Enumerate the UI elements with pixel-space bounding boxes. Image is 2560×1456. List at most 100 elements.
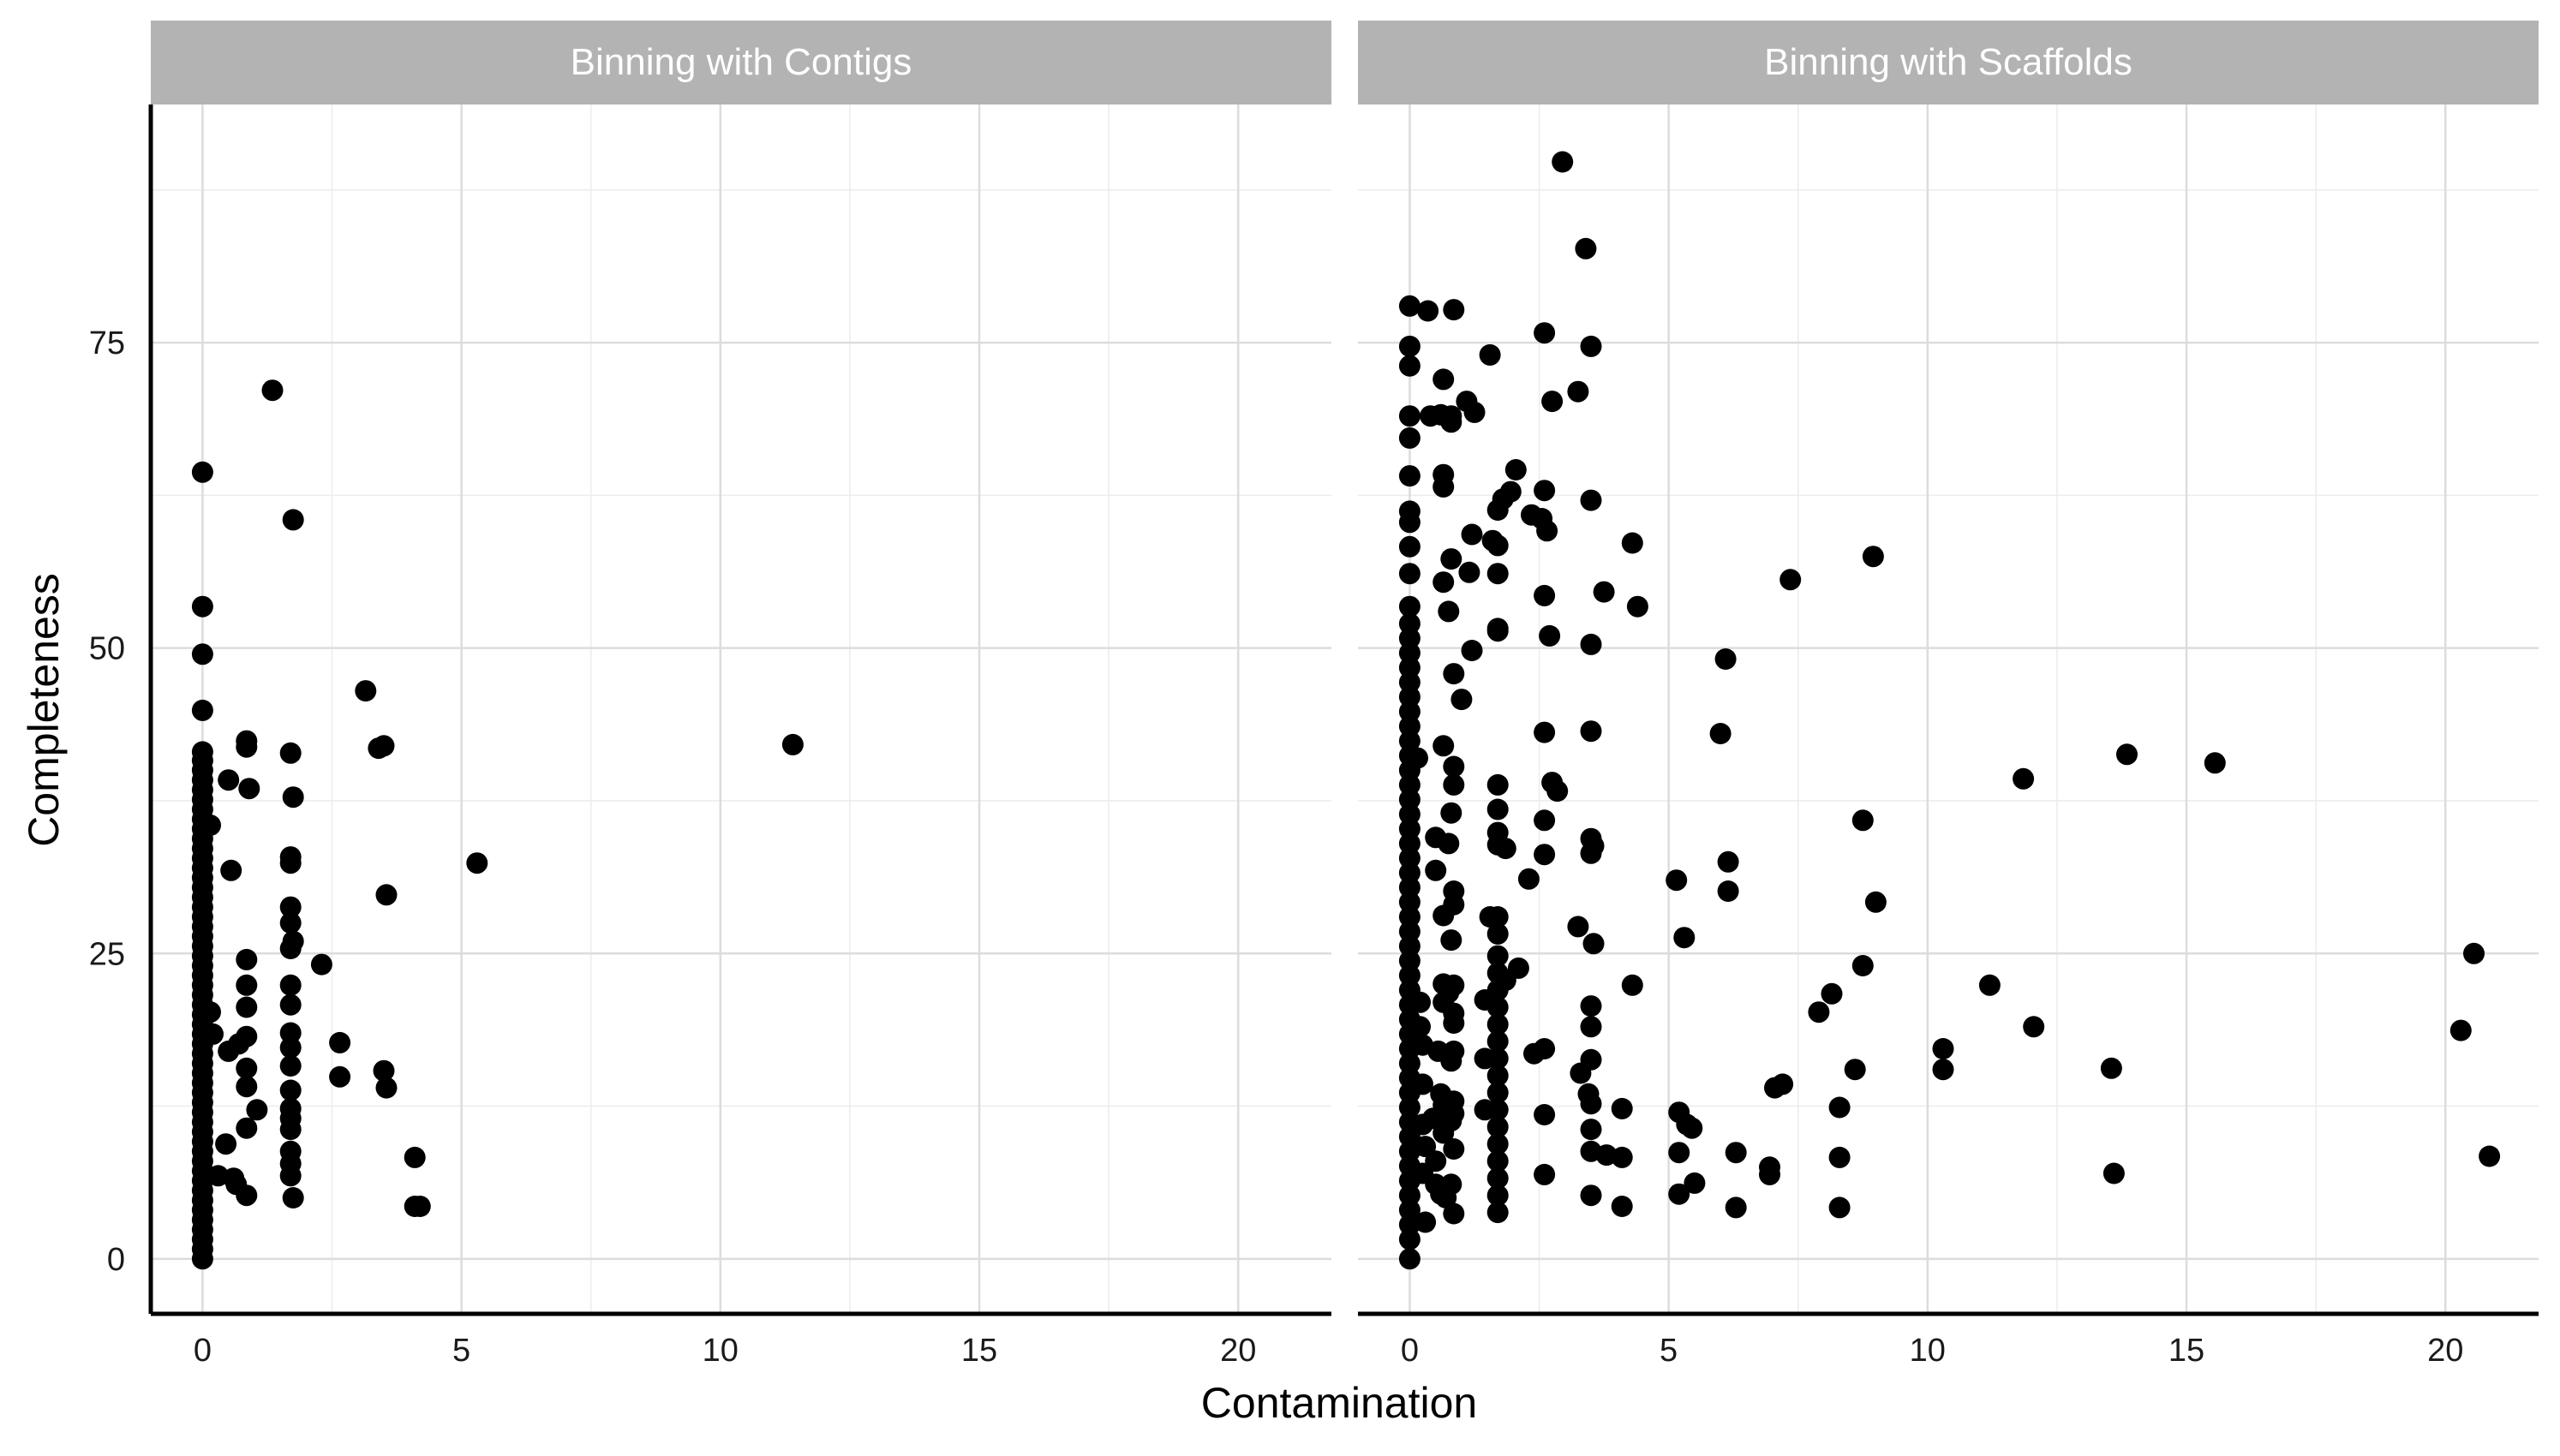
data-point xyxy=(1398,789,1421,810)
data-point xyxy=(1440,548,1462,570)
data-point xyxy=(1534,1038,1556,1059)
data-point xyxy=(2116,743,2138,766)
data-point xyxy=(310,953,332,976)
data-point xyxy=(1580,1093,1602,1115)
data-point xyxy=(191,1248,213,1270)
data-point xyxy=(236,1025,258,1047)
data-point xyxy=(1398,641,1421,664)
data-point xyxy=(1486,798,1509,820)
data-point xyxy=(282,786,304,809)
x-tick-label: 20 xyxy=(2427,1333,2463,1369)
data-point xyxy=(279,1036,302,1059)
data-point xyxy=(1486,922,1509,945)
data-point xyxy=(1433,368,1455,391)
data-point xyxy=(1828,1196,1851,1219)
data-point xyxy=(1398,511,1421,534)
data-point xyxy=(1486,563,1509,585)
data-point xyxy=(375,884,398,906)
x-axis-title: Contamination xyxy=(1201,1379,1477,1427)
data-point xyxy=(191,595,213,618)
data-point xyxy=(1534,1163,1556,1185)
data-point xyxy=(2100,1057,2122,1079)
data-point xyxy=(1443,1012,1465,1034)
x-tick-label: 5 xyxy=(452,1333,470,1369)
data-point xyxy=(1486,1133,1509,1155)
data-point xyxy=(238,778,260,800)
y-axis-title: Completeness xyxy=(20,573,68,847)
data-point xyxy=(1486,906,1509,928)
data-point xyxy=(1580,1184,1602,1207)
data-point xyxy=(1398,891,1421,913)
data-point xyxy=(1779,569,1802,591)
data-point xyxy=(236,736,258,758)
data-point xyxy=(1440,929,1462,952)
data-point xyxy=(1486,1202,1509,1224)
data-point xyxy=(1673,927,1696,949)
data-point xyxy=(1450,689,1473,711)
panel-binning-with-scaffolds: Binning with Scaffolds 0 5 10 15 20 xyxy=(1358,21,2539,1369)
data-point xyxy=(1932,1038,1954,1059)
data-point xyxy=(261,379,284,402)
data-point xyxy=(191,699,213,721)
data-point xyxy=(1504,459,1527,480)
data-point xyxy=(1398,921,1421,943)
data-point xyxy=(1398,847,1421,869)
data-point xyxy=(215,1133,237,1155)
data-point xyxy=(1443,1202,1465,1225)
data-point xyxy=(1433,571,1455,594)
data-point xyxy=(1668,1183,1690,1205)
x-tick-label: 10 xyxy=(703,1333,739,1369)
data-point xyxy=(2463,942,2485,964)
data-point xyxy=(279,1119,302,1141)
x-tick-label: 0 xyxy=(194,1333,212,1369)
data-point xyxy=(236,974,258,996)
data-point xyxy=(1443,1040,1465,1062)
data-point xyxy=(1398,595,1421,618)
data-point xyxy=(1534,322,1556,344)
x-tick-labels: 0 5 10 15 20 xyxy=(194,1333,1256,1369)
data-point xyxy=(1611,1146,1633,1168)
data-point xyxy=(279,1079,302,1101)
data-point xyxy=(1443,299,1465,321)
data-point xyxy=(2204,752,2226,774)
data-point xyxy=(1479,343,1501,366)
data-point xyxy=(1844,1059,1866,1081)
data-point xyxy=(2102,1162,2125,1184)
data-point xyxy=(1398,1199,1421,1221)
data-point xyxy=(1611,1196,1633,1217)
data-point xyxy=(1398,773,1421,796)
data-point xyxy=(1443,893,1465,916)
data-point xyxy=(1398,964,1421,987)
data-point xyxy=(279,938,302,959)
data-point xyxy=(1398,832,1421,855)
data-point xyxy=(2023,1016,2045,1038)
data-point xyxy=(1398,1096,1421,1119)
data-point xyxy=(1821,982,1843,1005)
data-point xyxy=(279,912,302,934)
data-point xyxy=(1851,809,1874,832)
data-point xyxy=(1425,1150,1447,1173)
data-point xyxy=(1759,1163,1780,1185)
data-point xyxy=(236,948,258,970)
data-point xyxy=(1398,465,1421,487)
data-point xyxy=(1398,657,1421,678)
data-point xyxy=(1684,1172,1706,1194)
data-point xyxy=(1593,581,1615,603)
data-point xyxy=(1443,1138,1465,1160)
data-point xyxy=(1539,624,1561,647)
data-point xyxy=(1486,1082,1509,1104)
x-tick-label: 5 xyxy=(1660,1333,1678,1369)
y-tick-label: 25 xyxy=(89,936,125,972)
data-point xyxy=(1714,648,1737,670)
data-point xyxy=(1440,1173,1462,1196)
data-point xyxy=(1851,955,1874,976)
data-point xyxy=(1580,633,1602,655)
data-point xyxy=(1458,561,1480,583)
data-point xyxy=(279,1165,302,1187)
data-point xyxy=(282,509,304,531)
data-point xyxy=(1398,1228,1421,1250)
data-point xyxy=(1463,401,1486,423)
data-point xyxy=(282,1187,304,1208)
data-point xyxy=(1412,1073,1433,1095)
